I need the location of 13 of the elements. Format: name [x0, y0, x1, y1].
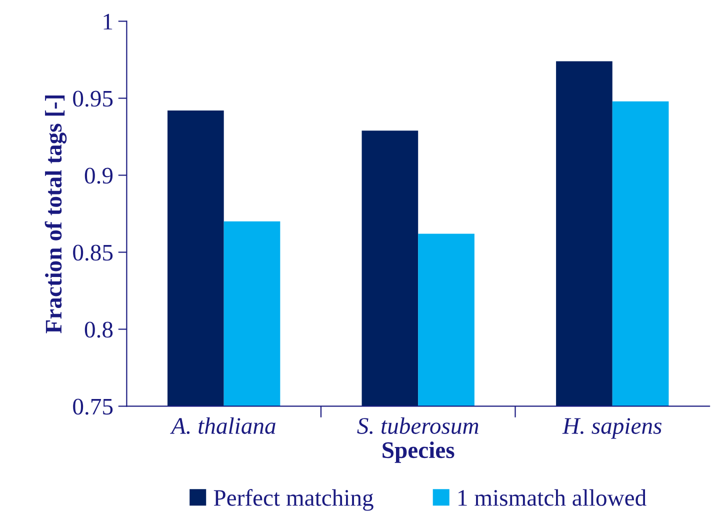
y-axis-title: Fraction of total tags [-] [44, 95, 67, 334]
x-tick-label: H. sapiens [562, 418, 662, 439]
y-tick-label: 0.95 [73, 90, 113, 107]
x-tick-label: A. thaliana [170, 417, 276, 434]
x-axis-title: Species [382, 442, 454, 463]
y-tick-label: 0.85 [73, 244, 113, 261]
legend-label: Perfect matching [214, 489, 374, 511]
legend-label: 1 mismatch allowed [458, 489, 646, 506]
y-tick-label: 1 [104, 14, 112, 30]
y-tick-label: 0.8 [84, 322, 113, 338]
y-tick-label: 0.75 [73, 398, 113, 415]
x-tick-label: S. tuberosum [357, 417, 478, 434]
y-tick-label: 0.9 [84, 168, 113, 184]
